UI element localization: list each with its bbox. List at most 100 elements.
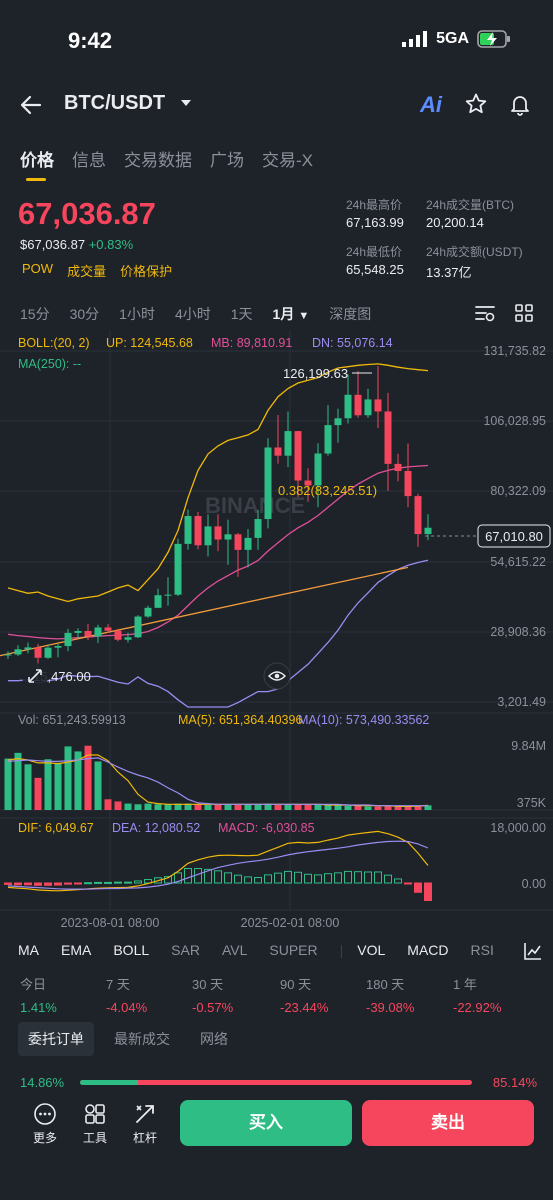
macd-bar bbox=[404, 882, 412, 885]
ind-macd[interactable]: MACD bbox=[407, 942, 449, 958]
tab-info[interactable]: 信息 bbox=[72, 151, 106, 170]
macd-bar bbox=[104, 881, 112, 884]
macd-bar bbox=[384, 874, 392, 884]
ind-vol[interactable]: VOL bbox=[357, 942, 386, 958]
buy-button[interactable]: 买入 bbox=[180, 1100, 352, 1146]
dea-line bbox=[7, 840, 429, 890]
status-indicators: 5GA bbox=[402, 30, 511, 48]
volume-bar bbox=[264, 803, 272, 810]
tab-trade-x[interactable]: 交易-X bbox=[262, 151, 313, 170]
tab-price[interactable]: 价格 bbox=[20, 146, 54, 181]
macd-dea: DEA: 12,080.52 bbox=[112, 821, 200, 835]
interval-30m[interactable]: 30分 bbox=[69, 306, 100, 322]
tab-latest-trades[interactable]: 最新成交 bbox=[114, 1031, 170, 1047]
perf-value: -39.08% bbox=[366, 1000, 415, 1015]
leverage-button[interactable]: 杠杆 bbox=[130, 1102, 160, 1146]
trend-line bbox=[0, 566, 409, 657]
candle-body bbox=[304, 480, 312, 486]
candle-body bbox=[54, 646, 62, 648]
tag-price-protection[interactable]: 价格保护 bbox=[120, 264, 173, 279]
boll-mb: MB: 89,810.91 bbox=[211, 336, 292, 350]
ind-ema[interactable]: EMA bbox=[61, 942, 92, 958]
volume-bar bbox=[244, 804, 252, 810]
indicator-settings-icon[interactable] bbox=[523, 941, 543, 961]
ind-avl[interactable]: AVL bbox=[221, 942, 248, 958]
pair-title[interactable]: BTC/USDT bbox=[64, 92, 166, 114]
interval-15m[interactable]: 15分 bbox=[20, 306, 50, 322]
interval-1mo-label: 1月 bbox=[272, 306, 295, 322]
perf-today: 今日 1.41% bbox=[20, 974, 57, 1015]
ind-divider: | bbox=[339, 942, 344, 958]
volume-bar bbox=[194, 804, 202, 810]
macd-bar bbox=[234, 874, 242, 884]
price-tags: POW 成交量 价格保护 bbox=[22, 261, 172, 280]
candle-body bbox=[34, 647, 42, 658]
interval-1mo[interactable]: 1月 ▼ bbox=[273, 304, 310, 324]
ind-boll[interactable]: BOLL bbox=[113, 942, 150, 958]
kline-chart[interactable]: BINANCE BOLL:(20, 2) UP: 124,545.68 MB: … bbox=[0, 330, 553, 938]
ai-icon[interactable]: Ai bbox=[420, 92, 442, 117]
volume-bar bbox=[24, 764, 32, 810]
y-tick: 28,908.36 bbox=[490, 625, 546, 639]
macd-bar bbox=[294, 871, 302, 884]
boll-up: UP: 124,545.68 bbox=[106, 336, 193, 350]
macd-bar bbox=[114, 881, 122, 884]
tab-trading-data[interactable]: 交易数据 bbox=[124, 151, 192, 170]
ind-sar[interactable]: SAR bbox=[171, 942, 200, 958]
depth-chart-tab[interactable]: 深度图 bbox=[329, 306, 372, 322]
macd-bar bbox=[394, 878, 402, 884]
tab-square[interactable]: 广场 bbox=[210, 151, 244, 170]
macd-bar bbox=[4, 882, 12, 885]
vol-value: Vol: 651,243.59913 bbox=[18, 713, 126, 727]
candle-body bbox=[214, 526, 222, 540]
tab-order-book[interactable]: 委托订单 bbox=[18, 1022, 94, 1056]
tab-network[interactable]: 网络 bbox=[200, 1031, 228, 1047]
interval-1h[interactable]: 1小时 bbox=[119, 306, 155, 322]
eye-icon[interactable] bbox=[263, 662, 291, 690]
perf-value: -23.44% bbox=[280, 1000, 329, 1015]
macd-bar bbox=[94, 881, 102, 884]
candle-body bbox=[354, 394, 362, 416]
volume-bar bbox=[14, 752, 22, 810]
chart-settings-icon[interactable] bbox=[474, 303, 496, 323]
sell-button[interactable]: 卖出 bbox=[362, 1100, 534, 1146]
ind-rsi[interactable]: RSI bbox=[470, 942, 494, 958]
macd-value: MACD: -6,030.85 bbox=[218, 821, 315, 835]
vol-btc-value: 20,200.14 bbox=[426, 215, 484, 230]
caret-down-icon[interactable] bbox=[180, 98, 192, 108]
tag-pow[interactable]: POW bbox=[22, 261, 54, 276]
macd-bar bbox=[74, 882, 82, 885]
volume-bar bbox=[114, 801, 122, 810]
bell-icon[interactable] bbox=[508, 92, 532, 116]
expand-icon[interactable] bbox=[22, 663, 48, 689]
interval-4h[interactable]: 4小时 bbox=[174, 306, 211, 322]
grid-layout-icon[interactable] bbox=[514, 303, 534, 323]
back-arrow-icon[interactable] bbox=[20, 94, 42, 116]
macd-bar bbox=[344, 870, 352, 884]
interval-1d[interactable]: 1天 bbox=[230, 306, 253, 322]
tag-volume[interactable]: 成交量 bbox=[67, 264, 107, 279]
price-change: +0.83% bbox=[88, 237, 134, 252]
volume-bar bbox=[394, 806, 402, 810]
tools-button[interactable]: 工具 bbox=[80, 1102, 110, 1146]
candle-body bbox=[284, 431, 292, 456]
more-icon bbox=[34, 1103, 56, 1125]
volume-bar bbox=[134, 804, 142, 810]
volume-bar bbox=[234, 805, 242, 810]
ind-ma[interactable]: MA bbox=[18, 942, 39, 958]
tools-icon bbox=[85, 1104, 105, 1124]
macd-bar bbox=[424, 882, 432, 901]
more-button[interactable]: 更多 bbox=[30, 1102, 60, 1146]
vol-tick: 9.84M bbox=[511, 739, 546, 753]
volume-bar bbox=[154, 804, 162, 810]
last-price: 67,036.87 bbox=[18, 196, 156, 231]
volume-bar bbox=[144, 803, 152, 810]
volume-bar bbox=[184, 803, 192, 810]
leverage-label: 杠杆 bbox=[132, 1131, 157, 1145]
ind-super[interactable]: SUPER bbox=[269, 942, 318, 958]
candle-body bbox=[234, 534, 242, 550]
macd-panel bbox=[4, 830, 432, 901]
tools-label: 工具 bbox=[82, 1131, 107, 1145]
volume-bar bbox=[404, 806, 412, 810]
star-icon[interactable] bbox=[464, 92, 488, 116]
